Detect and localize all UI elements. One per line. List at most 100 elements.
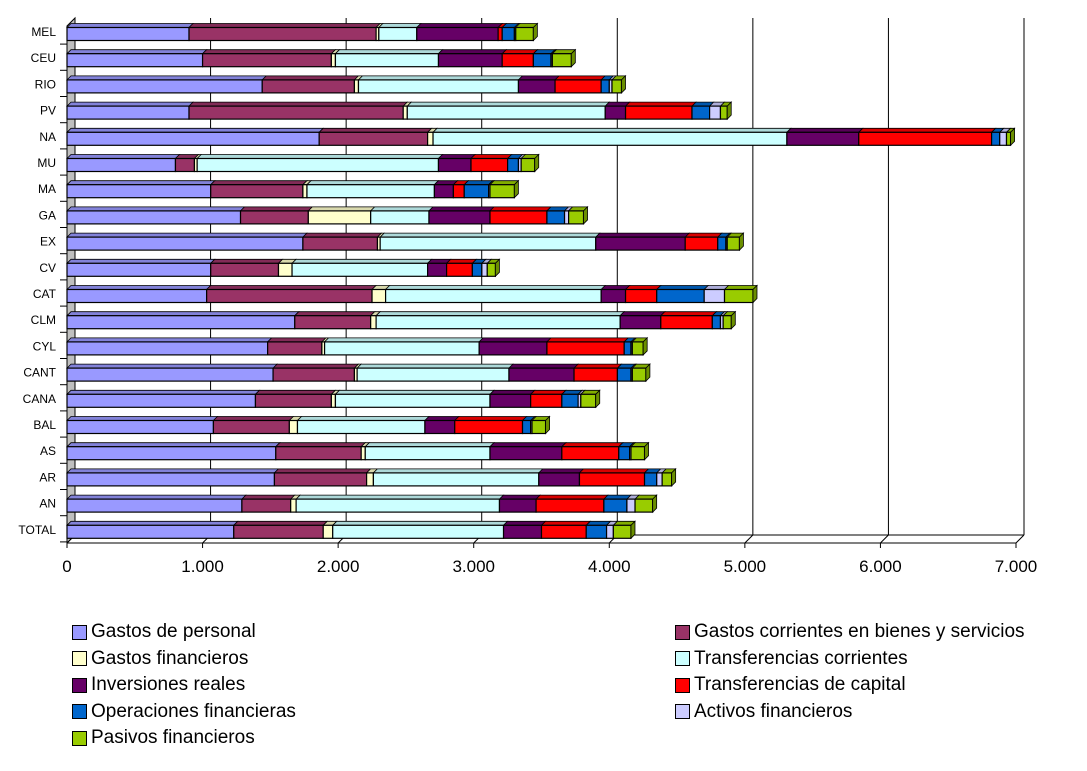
bar-ceu-seg-7	[532, 49, 556, 68]
category-label-pv: PV	[40, 104, 56, 118]
bar-rio-seg-1-front	[66, 79, 263, 94]
category-label-mu: MU	[37, 156, 56, 170]
bar-ex-seg-4	[379, 232, 601, 251]
bar-clm-end	[730, 310, 736, 330]
bar-cana-seg-3-front	[330, 393, 337, 408]
bar-cv-seg-6-top	[445, 258, 478, 264]
bar-as-seg-7	[617, 442, 635, 461]
bar-an-seg-9-front	[634, 498, 654, 513]
bar-row-cant	[66, 363, 651, 383]
bar-ar-seg-6	[578, 468, 650, 487]
x-tick-label: 5.000	[724, 557, 767, 576]
bar-cana-seg-1-top	[66, 389, 261, 395]
bar-na-seg-1	[66, 127, 325, 146]
bar-cana-seg-5	[489, 389, 536, 408]
bar-cana-seg-7-front	[561, 393, 579, 408]
bar-cat-seg-2	[205, 285, 378, 304]
bar-ceu-seg-2	[201, 49, 337, 68]
bar-rio-seg-1	[66, 75, 268, 94]
bar-pv-seg-7-front	[691, 105, 711, 120]
bar-cat-end	[752, 284, 758, 304]
bar-clm-seg-9-front	[722, 315, 732, 330]
bar-cat-seg-1	[66, 285, 212, 304]
bar-ga-seg-9	[567, 206, 589, 225]
bar-mel-seg-2-top	[188, 23, 382, 28]
category-axis: MEL CEU RIO PV NA MU MA GA EX CV CAT CLM CYL CANT CANA…	[18, 25, 67, 543]
bar-cat-seg-5-top	[600, 285, 631, 290]
bar-clm-seg-4	[375, 311, 626, 330]
bar-ex-seg-6-top	[684, 232, 723, 238]
bar-ar-seg-3-front	[366, 472, 374, 487]
bar-pv-seg-2-front	[188, 105, 404, 120]
bar-mu-seg-5	[437, 154, 476, 173]
bar-row-ceu	[66, 48, 577, 68]
bar-bal-seg-2-top	[212, 416, 295, 421]
bar-an-seg-4-top	[295, 494, 505, 500]
bar-as-seg-9-front	[630, 446, 646, 461]
bar-rio-seg-2-front	[261, 79, 356, 94]
bar-ex-end	[739, 232, 744, 252]
bar-mu-seg-9-front	[520, 157, 536, 173]
bar-row-clm	[66, 310, 737, 330]
bar-ma-seg-7-top	[463, 180, 494, 186]
bar-rio-seg-4-front	[357, 79, 520, 94]
bar-cv-seg-1	[66, 258, 216, 277]
bar-ceu-seg-6	[501, 49, 539, 68]
bar-ar-seg-1	[66, 468, 280, 487]
bar-ga-seg-1-top	[66, 206, 246, 212]
bar-ex-seg-2-front	[302, 236, 379, 251]
bar-cv-seg-6-front	[446, 262, 473, 277]
bar-row-mel	[66, 22, 539, 42]
bar-row-ar	[66, 467, 677, 487]
bar-ar-seg-2	[273, 468, 372, 487]
bar-total-seg-8-front	[605, 524, 614, 539]
bar-cyl-seg-6-top	[545, 337, 630, 343]
legend-item: Transferencias de capital	[675, 674, 906, 696]
bar-cv-seg-2-top	[209, 258, 284, 264]
bar-cyl-seg-1	[66, 337, 273, 356]
x-tick-label: 6.000	[859, 557, 902, 576]
bar-cv-end	[495, 258, 500, 278]
bar-ga-seg-6-front	[489, 210, 548, 225]
bar-ma-seg-1-top	[66, 180, 216, 186]
bar-an-seg-5-front	[498, 498, 537, 513]
bar-total-seg-4-front	[332, 524, 505, 539]
legend-item: Gastos financieros	[72, 648, 248, 670]
bar-cv-seg-2	[209, 258, 284, 277]
bar-clm-seg-5-top	[619, 311, 666, 317]
bar-cat-seg-6-front	[624, 288, 658, 304]
bar-rio-seg-6-front	[554, 79, 602, 94]
bar-ma-seg-4-front	[306, 184, 435, 199]
legend-label: Gastos de personal	[91, 621, 256, 642]
bar-cv-seg-5-front	[427, 262, 448, 277]
bar-bal-seg-3-front	[288, 419, 299, 435]
bar-row-an	[66, 494, 658, 514]
bar-row-as	[66, 441, 650, 461]
bar-bal-seg-4-front	[296, 419, 426, 435]
bar-clm-seg-3	[369, 311, 382, 330]
bar-na-end	[1010, 127, 1015, 147]
bar-ar-seg-6-front	[578, 472, 646, 487]
bar-as-seg-5	[489, 442, 567, 461]
bar-clm-seg-2	[293, 311, 376, 330]
bar-na-seg-2-front	[318, 131, 429, 146]
bar-cant-seg-9-front	[631, 367, 647, 382]
bar-mel-seg-7-front	[501, 26, 515, 42]
bar-ga-seg-4	[369, 206, 434, 225]
bar-ar-seg-4	[372, 468, 544, 487]
bar-as-seg-6-front	[561, 446, 620, 461]
bar-as-seg-6-top	[560, 442, 624, 448]
bar-ga-seg-3-front	[307, 210, 372, 225]
bar-clm-seg-5-front	[619, 315, 662, 330]
bar-pv-seg-5-front	[604, 105, 627, 120]
bar-mel-seg-5	[415, 23, 504, 42]
bar-an-seg-2-front	[241, 498, 292, 513]
bar-ma-seg-6-front	[452, 184, 465, 199]
bar-cant-seg-2	[272, 363, 360, 382]
bar-ga-seg-7-front	[546, 210, 566, 225]
bar-as-seg-4	[364, 442, 495, 461]
bar-cv-seg-1-front	[66, 262, 212, 277]
bar-ga-seg-9-front	[568, 210, 585, 225]
category-label-an: AN	[39, 497, 56, 511]
bar-total-end	[630, 520, 636, 540]
